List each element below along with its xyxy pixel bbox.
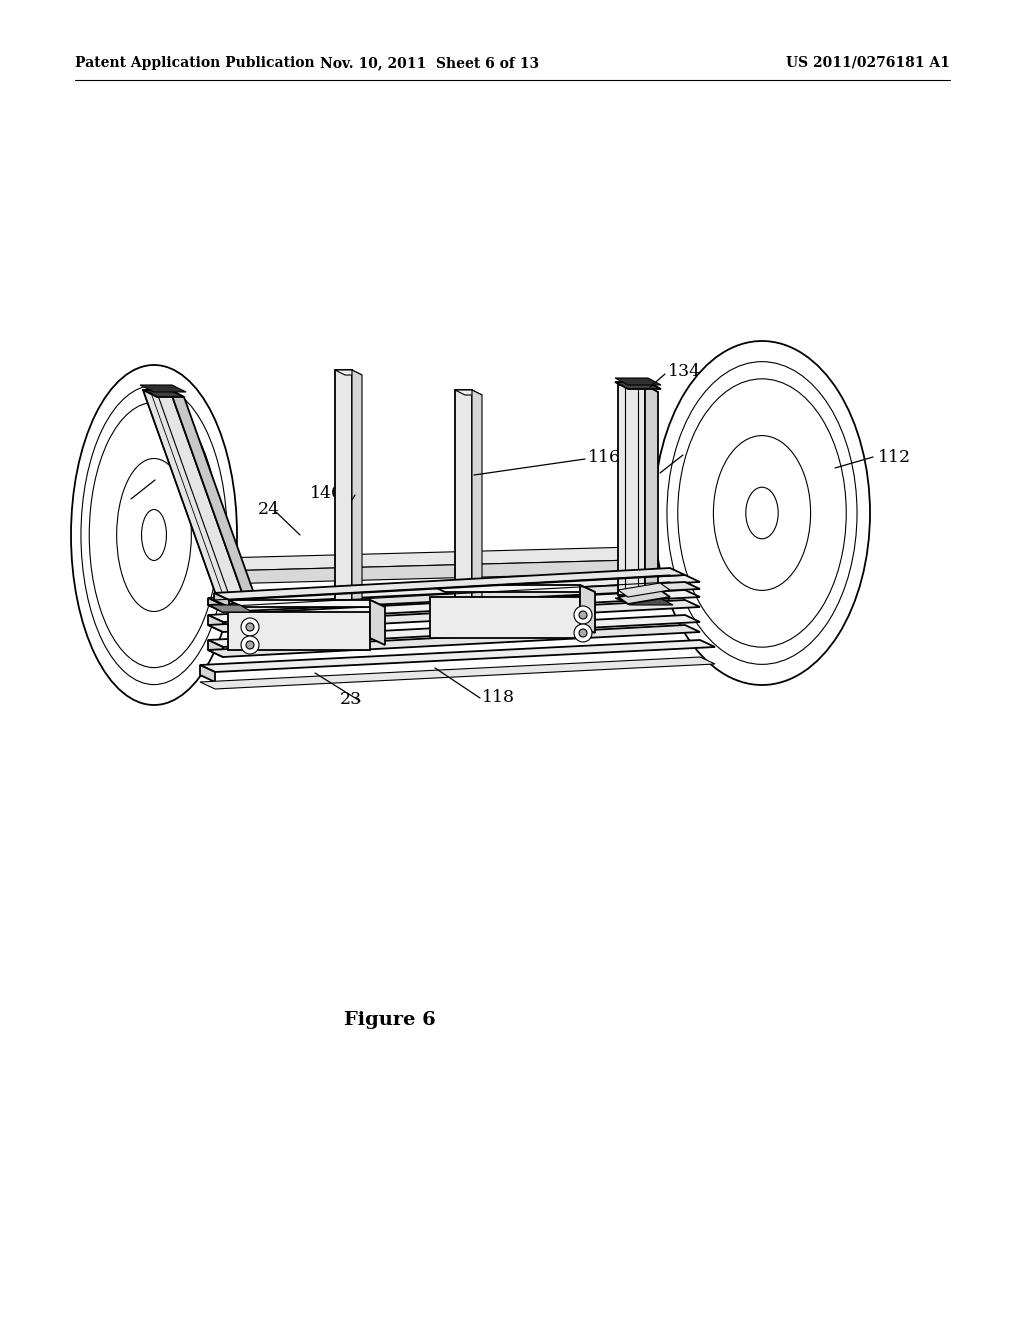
Polygon shape: [143, 389, 184, 397]
Polygon shape: [140, 385, 186, 392]
Polygon shape: [208, 601, 700, 632]
Polygon shape: [710, 545, 758, 583]
Polygon shape: [615, 378, 662, 385]
Polygon shape: [615, 598, 673, 605]
Ellipse shape: [71, 366, 237, 705]
Polygon shape: [170, 389, 257, 602]
Text: Patent Application Publication: Patent Application Publication: [75, 55, 314, 70]
Text: 112: 112: [878, 449, 911, 466]
Text: US 2011/0276181 A1: US 2011/0276181 A1: [786, 55, 950, 70]
Polygon shape: [228, 601, 385, 607]
Ellipse shape: [141, 510, 167, 561]
Ellipse shape: [714, 436, 811, 590]
Polygon shape: [208, 590, 700, 622]
Text: 141: 141: [686, 445, 719, 462]
Polygon shape: [455, 389, 472, 598]
Polygon shape: [208, 615, 223, 632]
Polygon shape: [208, 576, 700, 605]
Polygon shape: [472, 389, 482, 603]
Text: 23: 23: [340, 692, 362, 709]
Ellipse shape: [241, 636, 259, 653]
Polygon shape: [430, 597, 580, 638]
Polygon shape: [208, 598, 223, 612]
Text: 140: 140: [310, 484, 343, 502]
Polygon shape: [335, 370, 362, 375]
Text: 118: 118: [482, 689, 515, 705]
Polygon shape: [214, 593, 229, 607]
Polygon shape: [220, 558, 710, 583]
Ellipse shape: [246, 623, 254, 631]
Ellipse shape: [574, 624, 592, 642]
Polygon shape: [455, 389, 482, 395]
Ellipse shape: [89, 403, 219, 668]
Text: 24: 24: [258, 502, 281, 519]
Polygon shape: [208, 615, 700, 647]
Polygon shape: [200, 665, 215, 682]
Polygon shape: [615, 381, 662, 389]
Polygon shape: [220, 545, 710, 572]
Text: Figure 6: Figure 6: [344, 1011, 436, 1030]
Polygon shape: [618, 385, 645, 595]
Polygon shape: [228, 612, 370, 649]
Polygon shape: [208, 640, 223, 657]
Ellipse shape: [654, 341, 870, 685]
Polygon shape: [210, 605, 252, 612]
Text: 134: 134: [668, 363, 701, 380]
Ellipse shape: [117, 458, 191, 611]
Polygon shape: [618, 583, 670, 597]
Text: 134: 134: [88, 490, 121, 507]
Ellipse shape: [745, 487, 778, 539]
Polygon shape: [200, 657, 715, 689]
Ellipse shape: [574, 606, 592, 624]
Polygon shape: [430, 585, 595, 591]
Polygon shape: [143, 389, 243, 595]
Ellipse shape: [246, 642, 254, 649]
Polygon shape: [618, 590, 670, 605]
Polygon shape: [208, 624, 700, 657]
Polygon shape: [352, 370, 362, 607]
Ellipse shape: [579, 630, 587, 638]
Ellipse shape: [241, 618, 259, 636]
Polygon shape: [580, 585, 595, 634]
Text: Nov. 10, 2011  Sheet 6 of 13: Nov. 10, 2011 Sheet 6 of 13: [321, 55, 540, 70]
Polygon shape: [214, 568, 685, 601]
Polygon shape: [335, 370, 352, 602]
Ellipse shape: [579, 611, 587, 619]
Text: 116: 116: [588, 449, 621, 466]
Polygon shape: [370, 601, 385, 645]
Ellipse shape: [678, 379, 846, 647]
Polygon shape: [645, 385, 658, 602]
Polygon shape: [208, 582, 700, 612]
Polygon shape: [200, 640, 715, 672]
